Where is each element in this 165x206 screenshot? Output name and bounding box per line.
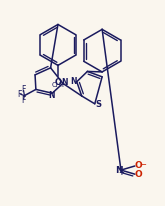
Text: O: O [135,161,143,170]
Text: N: N [115,166,123,175]
Text: O: O [55,78,62,87]
Text: S: S [95,100,101,109]
Text: F: F [21,85,26,94]
Text: +: + [118,170,124,176]
Text: N: N [61,77,68,87]
Text: N: N [48,91,55,100]
Text: O: O [135,170,143,179]
Text: CH₃: CH₃ [52,82,65,88]
Text: N: N [70,77,76,86]
Text: −: − [139,160,146,169]
Text: F: F [21,96,26,105]
Text: F: F [17,90,22,99]
